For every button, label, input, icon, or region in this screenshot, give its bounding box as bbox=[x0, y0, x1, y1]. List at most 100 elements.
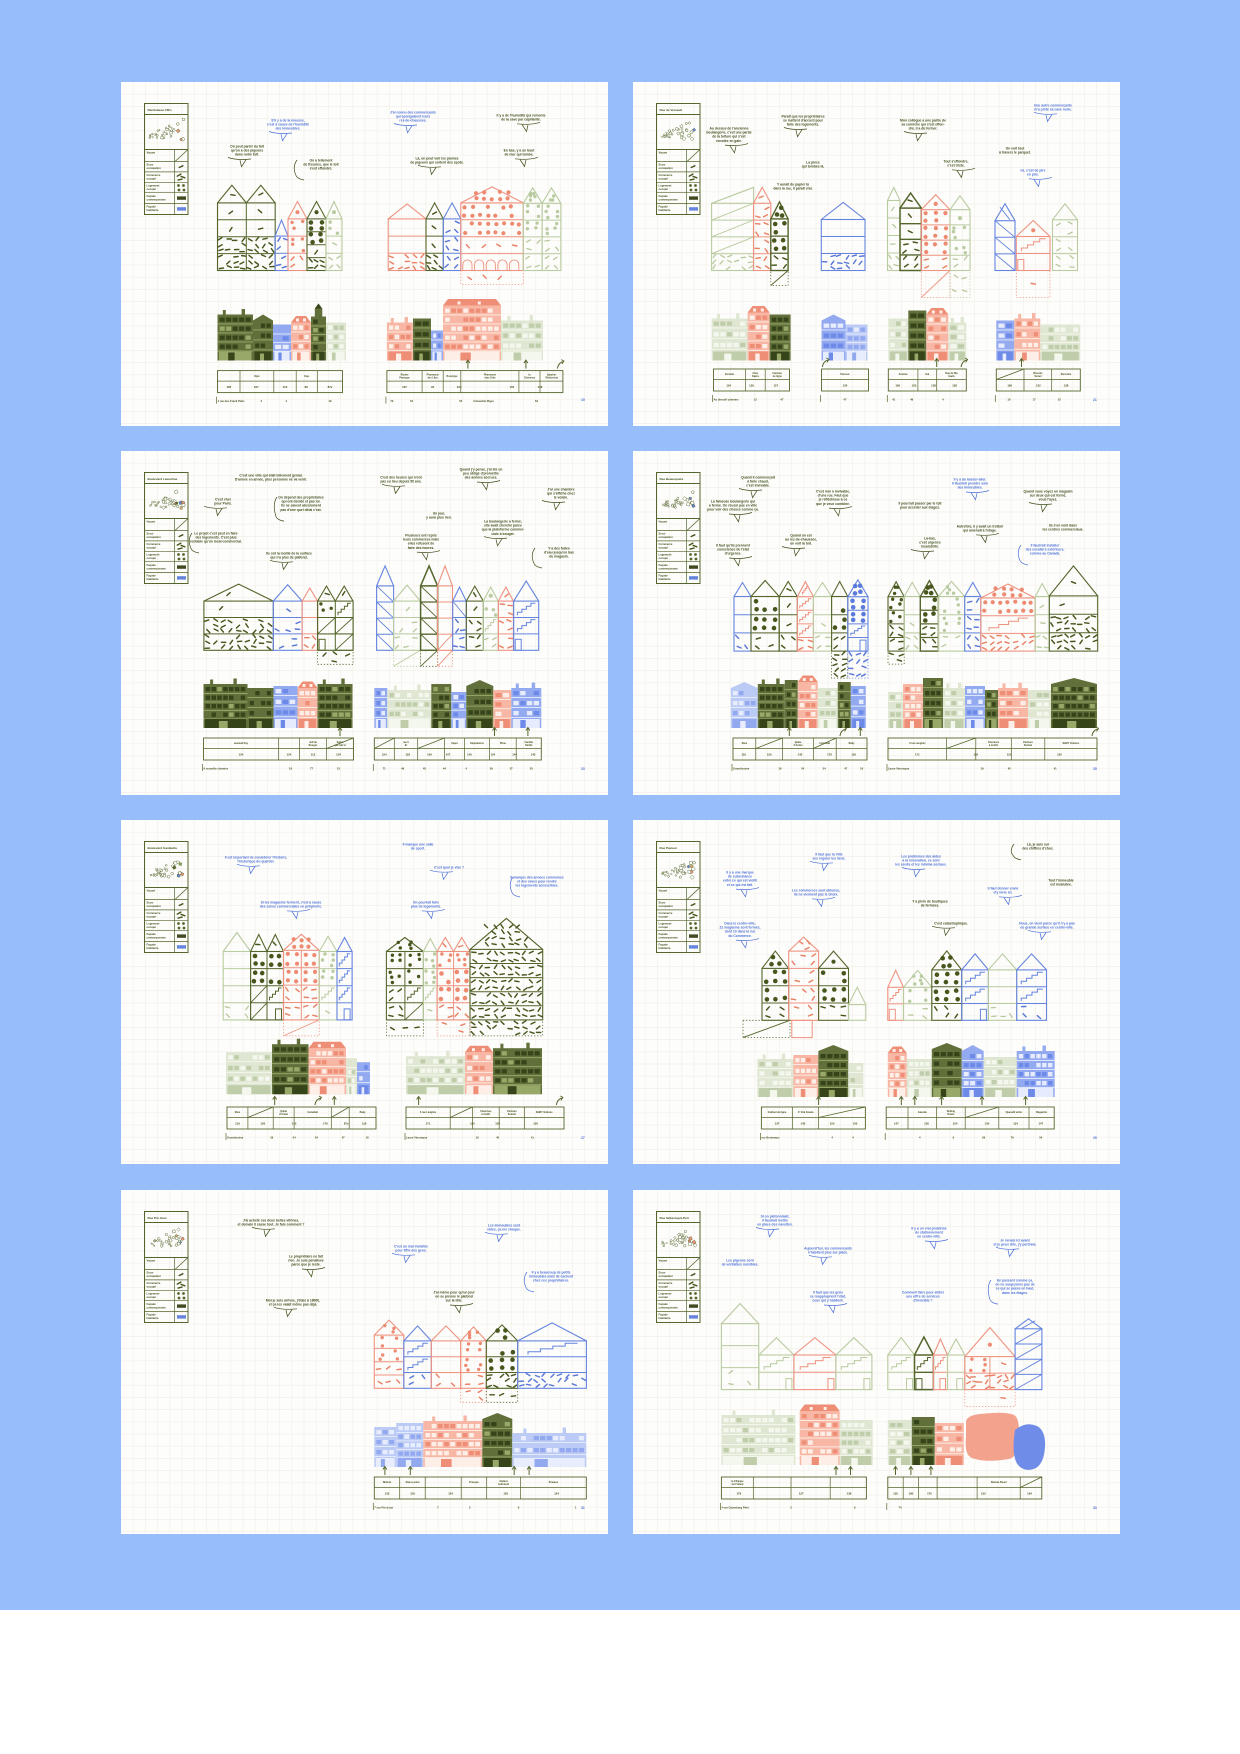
svg-text:Vacant: Vacant bbox=[146, 1258, 155, 1262]
svg-text:31: 31 bbox=[581, 1506, 585, 1510]
svg-text:145: 145 bbox=[467, 752, 472, 756]
svg-text:Jeff de: Jeff de bbox=[309, 740, 317, 743]
svg-text:Façade: Façade bbox=[146, 562, 156, 566]
svg-text:en pire.: en pire. bbox=[1027, 173, 1039, 177]
svg-text:Commerce: Commerce bbox=[659, 1281, 673, 1285]
svg-text:Façade: Façade bbox=[146, 932, 156, 936]
svg-text:197: 197 bbox=[253, 385, 258, 389]
svg-text:54: 54 bbox=[410, 399, 413, 403]
svg-text:Au dessus de l'ancienne: Au dessus de l'ancienne bbox=[710, 126, 749, 130]
svg-text:Il faudrait prendre soin: Il faudrait prendre soin bbox=[952, 481, 988, 485]
svg-text:Les pigeons sont: Les pigeons sont bbox=[726, 1258, 754, 1262]
svg-text:Sous-: Sous- bbox=[146, 1270, 154, 1274]
svg-text:occupé: occupé bbox=[146, 555, 156, 559]
svg-text:Ivévette: Ivévette bbox=[918, 1111, 928, 1114]
svg-text:sur la tête.: sur la tête. bbox=[445, 1298, 462, 1302]
svg-text:Si les magasins ferment, c'est: Si les magasins ferment, c'est à cause bbox=[260, 901, 321, 905]
svg-text:occupation: occupation bbox=[659, 1274, 674, 1278]
svg-text:44: 44 bbox=[442, 766, 445, 770]
svg-text:d’Antan: d’Antan bbox=[794, 743, 803, 746]
svg-text:Ici, c'est de pire: Ici, c'est de pire bbox=[1021, 168, 1046, 172]
svg-text:150: 150 bbox=[260, 1122, 265, 1126]
svg-text:25: 25 bbox=[1093, 767, 1097, 771]
svg-text:ce qui se passe en haut,: ce qui se passe en haut, bbox=[996, 1286, 1035, 1290]
svg-text:Route: Route bbox=[948, 1113, 955, 1116]
svg-text:sur deux qui est fermé,: sur deux qui est fermé, bbox=[1030, 493, 1067, 497]
svg-text:qui épongeaient leurs: qui épongeaient leurs bbox=[395, 115, 430, 119]
svg-text:150: 150 bbox=[853, 1122, 858, 1126]
svg-text:103: 103 bbox=[912, 384, 917, 388]
svg-text:Façade: Façade bbox=[146, 1312, 156, 1316]
svg-text:contemporaine: contemporaine bbox=[659, 566, 679, 570]
svg-text:RéMY Voitures: RéMY Voitures bbox=[535, 1111, 552, 1114]
svg-text:occupation: occupation bbox=[146, 1274, 161, 1278]
svg-text:Moi je suis arrivée, j'étais à: Moi je suis arrivée, j'étais à 1800€, bbox=[265, 1298, 319, 1302]
svg-text:4: 4 bbox=[260, 399, 262, 403]
svg-text:occupé: occupé bbox=[146, 187, 156, 191]
svg-text:chez ces propriétaires.: chez ces propriétaires. bbox=[532, 1278, 568, 1282]
svg-text:On pourrait faire: On pourrait faire bbox=[412, 901, 438, 905]
svg-text:Chemises: Chemises bbox=[480, 1110, 492, 1113]
svg-text:10: 10 bbox=[1007, 398, 1010, 402]
svg-text:dans les étages.: dans les étages. bbox=[1002, 1290, 1028, 1294]
svg-text:41: 41 bbox=[530, 1136, 533, 1140]
svg-text:9: 9 bbox=[517, 1505, 519, 1509]
svg-text:Si on piétonnisait,: Si on piétonnisait, bbox=[761, 1214, 790, 1218]
svg-text:138: 138 bbox=[931, 384, 936, 388]
svg-text:Y aurait du papier là: Y aurait du papier là bbox=[777, 182, 809, 186]
svg-text:4 rue Gutenberg Pétri: 4 rue Gutenberg Pétri bbox=[721, 1505, 749, 1509]
svg-text:47: 47 bbox=[844, 398, 847, 402]
svg-text:142: 142 bbox=[798, 752, 803, 756]
svg-text:Il faut donner envie: Il faut donner envie bbox=[988, 887, 1019, 891]
svg-text:qui ont décidé et pas loi.: qui ont décidé et pas loi. bbox=[281, 499, 320, 503]
svg-text:m'a prêté sa cave noire.: m'a prêté sa cave noire. bbox=[1034, 108, 1072, 112]
svg-text:Logement: Logement bbox=[659, 552, 672, 556]
svg-text:au rez-de-chaussée,: au rez-de-chaussée, bbox=[785, 537, 817, 541]
svg-text:6 rue Langlois: 6 rue Langlois bbox=[909, 742, 926, 745]
svg-text:Logement: Logement bbox=[146, 552, 159, 556]
svg-text:S'il y a de la mousse,: S'il y a de la mousse, bbox=[271, 118, 305, 122]
svg-text:Rue de Ble: Rue de Ble bbox=[945, 372, 958, 375]
svg-text:Diamée Bovel: Diamée Bovel bbox=[991, 1481, 1007, 1484]
svg-text:130: 130 bbox=[893, 1491, 898, 1495]
svg-text:à faire chaud,: à faire chaud, bbox=[747, 479, 769, 483]
svg-text:Y a plein de boutiques: Y a plein de boutiques bbox=[912, 900, 948, 904]
svg-text:154: 154 bbox=[953, 1122, 958, 1126]
svg-text:chez Gide: chez Gide bbox=[484, 377, 496, 380]
svg-text:23: 23 bbox=[581, 767, 585, 771]
svg-text:Pitou: Pitou bbox=[499, 742, 506, 745]
svg-text:Ateliers: Ateliers bbox=[499, 1479, 508, 1482]
svg-text:Laure Véronique: Laure Véronique bbox=[888, 766, 910, 770]
svg-text:Sous-: Sous- bbox=[659, 163, 667, 167]
svg-text:Façade: Façade bbox=[659, 932, 669, 936]
svg-text:contemporaine: contemporaine bbox=[659, 1305, 679, 1309]
svg-text:des zones commerciales en péri: des zones commerciales en périphérie. bbox=[259, 905, 321, 909]
svg-text:171: 171 bbox=[915, 752, 920, 756]
svg-text:Mon collègue a une partie de: Mon collègue a une partie de bbox=[900, 118, 946, 122]
svg-text:Quête: Quête bbox=[280, 1110, 287, 1113]
svg-text:pas d'one quel délai c'est.: pas d'one quel délai c'est. bbox=[280, 507, 321, 511]
svg-text:Autrefois, il y avait un trott: Autrefois, il y avait un trottoir bbox=[957, 524, 1004, 528]
svg-text:Commerce: Commerce bbox=[146, 1281, 160, 1285]
svg-text:154: 154 bbox=[238, 752, 243, 756]
svg-text:Paccôme: Paccôme bbox=[1061, 373, 1072, 376]
svg-text:Vacant: Vacant bbox=[146, 889, 155, 893]
svg-text:on ne soupçonne pas de: on ne soupçonne pas de bbox=[995, 1282, 1034, 1286]
svg-text:132: 132 bbox=[1036, 384, 1041, 388]
svg-text:C’ Vrai Favela: C’ Vrai Favela bbox=[798, 1111, 814, 1114]
svg-text:occupé: occupé bbox=[146, 1284, 156, 1288]
svg-text:150: 150 bbox=[470, 1122, 475, 1126]
svg-text:La fameuse boulangerie qui: La fameuse boulangerie qui bbox=[711, 499, 755, 503]
svg-text:envolée en gale.: envolée en gale. bbox=[716, 139, 742, 143]
svg-text:Ils ne savent absolument: Ils ne savent absolument bbox=[281, 503, 322, 507]
svg-text:137: 137 bbox=[799, 1491, 804, 1495]
svg-text:du Commerce.: du Commerce. bbox=[728, 934, 751, 938]
svg-text:104: 104 bbox=[509, 385, 514, 389]
svg-text:occupé: occupé bbox=[146, 1294, 156, 1298]
svg-text:Boulevard Gambetta: Boulevard Gambetta bbox=[147, 846, 177, 850]
svg-text:Les commerces sont obtenus,: Les commerces sont obtenus, bbox=[792, 889, 840, 893]
svg-text:Façade: Façade bbox=[146, 573, 156, 577]
svg-text:Sutram: Sutram bbox=[1024, 743, 1032, 746]
svg-text:Immeuble Piges: Immeuble Piges bbox=[473, 399, 494, 403]
svg-text:Lubratout: Lubratout bbox=[498, 1482, 509, 1485]
